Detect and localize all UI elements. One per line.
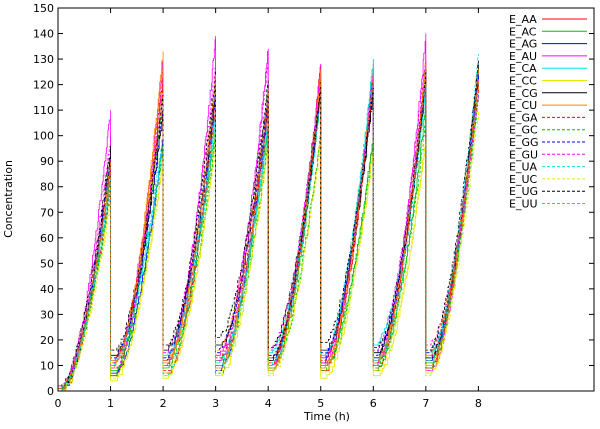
axes-layer: 0 1 2 3 4 5 6 7 80102030405060708090100110120130… [33,2,595,410]
y-tick-label: 50 [40,257,54,270]
legend-label: E_GC [509,124,538,137]
x-axis-label: Time (h) [303,410,350,423]
series-line-e-uu [58,59,479,389]
legend-label: E_CA [509,62,537,75]
legend-label: E_AA [509,13,537,26]
x-tick-label: 5 [317,397,324,410]
x-tick-label: 8 [475,397,482,410]
y-tick-label: 40 [40,283,54,296]
y-tick-label: 10 [40,359,54,372]
legend-label: E_UA [509,161,538,174]
y-tick-label: 20 [40,334,54,347]
x-tick-label: 4 [265,397,272,410]
plot-frame [57,7,595,392]
legend-label: E_CU [509,99,537,112]
x-tick-label: 7 [422,397,429,410]
x-tick-label: 6 [370,397,377,410]
y-tick-label: 70 [40,206,54,219]
legend-label: E_UC [509,173,538,186]
series-line-e-gu [58,54,479,387]
series-line-e-gc [58,94,479,392]
series-line-e-ua [58,54,479,392]
y-tick-label: 30 [40,308,54,321]
y-axis-label: Concentration [2,160,15,238]
legend-label: E_GG [509,136,539,149]
y-tick-label: 120 [33,79,54,92]
y-tick-label: 150 [33,2,54,15]
legend-label: E_UG [509,185,538,198]
x-tick-label: 3 [212,397,219,410]
y-tick-label: 80 [40,181,54,194]
x-tick-label: 0 [55,397,62,410]
legend-label: E_AU [509,50,537,63]
legend-label: E_CG [509,87,538,100]
legend-label: E_GA [509,111,538,124]
series-layer [58,33,479,392]
y-tick-label: 60 [40,232,54,245]
legend-label: E_AG [509,38,537,51]
y-tick-label: 110 [33,104,54,117]
legend-label: E_CC [509,75,537,88]
legend-label: E_GU [509,148,538,161]
series-line-e-ga [58,74,479,392]
x-tick-label: 2 [160,397,167,410]
legend-label: E_UU [509,198,538,211]
y-tick-label: 140 [33,28,54,41]
x-tick-label: 1 [107,397,114,410]
legend-label: E_AC [509,25,537,38]
y-tick-label: 90 [40,155,54,168]
y-tick-label: 130 [33,53,54,66]
y-tick-label: 100 [33,130,54,143]
y-tick-label: 0 [47,385,54,398]
legend: E_AAE_ACE_AGE_AUE_CAE_CCE_CGE_CUE_GAE_GC… [509,13,587,211]
series-line-e-uc [58,110,479,392]
